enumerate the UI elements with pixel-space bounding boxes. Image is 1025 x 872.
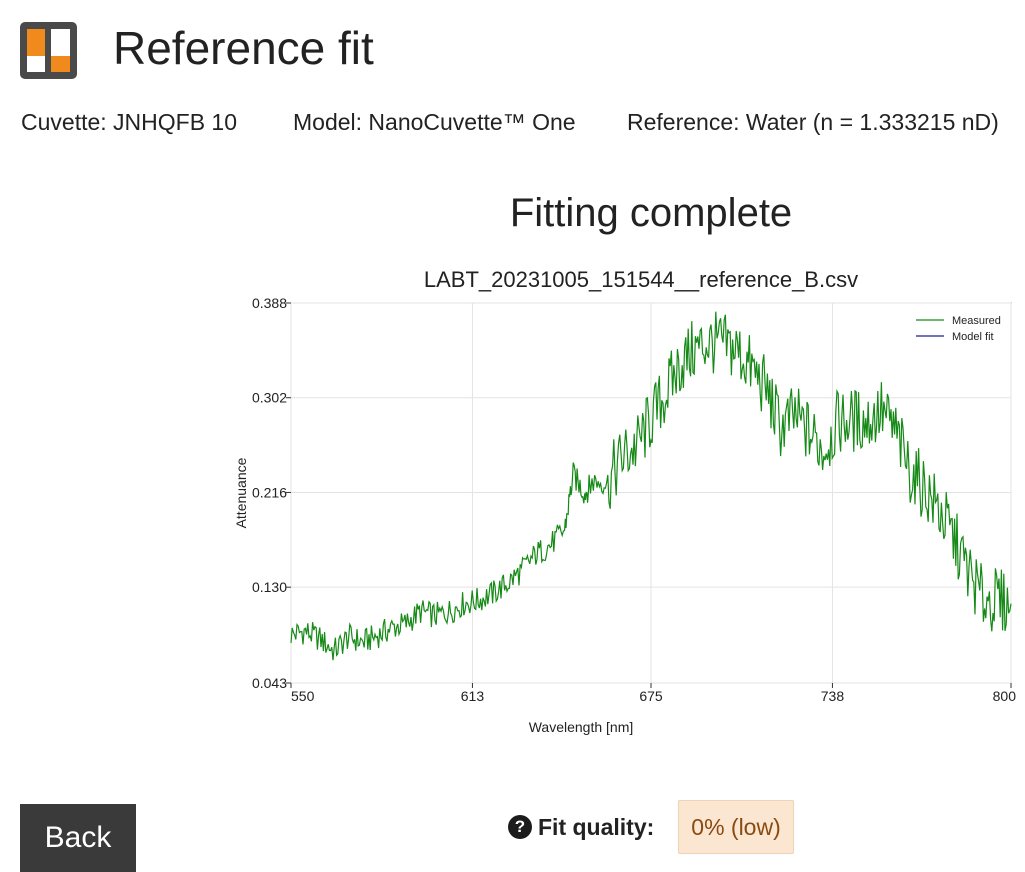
chart-svg: LABT_20231005_151544__reference_B.csv 550… [233, 267, 1017, 735]
logo-white-block [27, 56, 45, 72]
y-tick-label: 0.216 [252, 484, 287, 500]
page-title: Reference fit [113, 22, 374, 74]
logo-white-block-right [51, 29, 70, 56]
x-axis-label: Wavelength [nm] [529, 719, 634, 735]
chart-title: LABT_20231005_151544__reference_B.csv [424, 267, 858, 292]
back-button[interactable]: Back [20, 804, 136, 872]
x-tick-label: 675 [639, 688, 663, 704]
y-tick-label: 0.302 [252, 390, 287, 406]
x-tick-label: 613 [461, 688, 485, 704]
help-icon[interactable]: ? [508, 815, 532, 839]
fit-quality-label: Fit quality: [538, 813, 655, 840]
reference-info: Reference: Water (n = 1.333215 nD) [627, 109, 999, 135]
logo-orange-block-right [51, 56, 70, 72]
x-tick-label: 738 [821, 688, 845, 704]
legend-label: Measured [952, 315, 1001, 327]
fit-quality-badge: 0% (low) [678, 800, 794, 854]
legend-label: Model fit [952, 331, 994, 343]
brand-logo-icon [20, 22, 77, 79]
status-title: Fitting complete [509, 191, 793, 235]
attenuance-chart: LABT_20231005_151544__reference_B.csv 550… [220, 260, 1025, 740]
x-tick-label: 800 [993, 688, 1017, 704]
y-axis-label: Attenuance [233, 457, 249, 528]
y-tick-label: 0.130 [252, 579, 287, 595]
x-tick-label: 550 [291, 688, 315, 704]
y-tick-label: 0.043 [252, 675, 287, 691]
fit-quality-row: ? Fit quality: 0% (low) [508, 800, 794, 854]
series-line-measured [290, 311, 1012, 661]
y-tick-label: 0.388 [252, 295, 287, 311]
model-info: Model: NanoCuvette™ One [293, 109, 576, 135]
cuvette-info: Cuvette: JNHQFB 10 [21, 109, 238, 135]
